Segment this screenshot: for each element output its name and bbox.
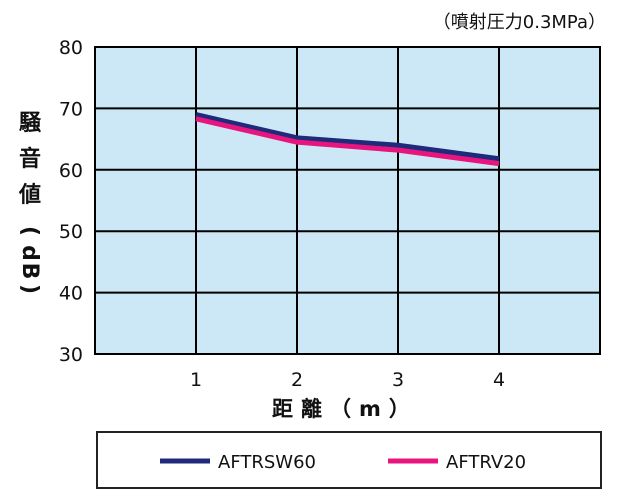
y-tick-label: 60 <box>59 160 83 182</box>
y-axis-label-char: 騒 <box>19 111 42 136</box>
x-tick-label: 4 <box>493 369 505 391</box>
plot-frame <box>94 46 601 355</box>
y-axis-label-char: 値 <box>18 183 41 208</box>
x-axis-ticks: 1 2 3 4 <box>190 369 505 391</box>
legend-label-aftrv20: AFTRV20 <box>446 452 526 473</box>
y-axis-label-char: ( <box>17 226 42 236</box>
series-lines <box>195 112 500 167</box>
y-tick-label: 80 <box>59 37 83 59</box>
legend-label-aftrsw60: AFTRSW60 <box>218 452 316 473</box>
x-tick-label: 3 <box>392 369 404 391</box>
x-tick-label: 2 <box>291 369 303 391</box>
x-tick-label: 1 <box>190 369 202 391</box>
y-tick-label: 70 <box>59 98 83 120</box>
y-axis-label-char: B <box>17 263 42 280</box>
plot-area <box>95 47 600 354</box>
x-axis-label: 距離（m） <box>272 397 418 421</box>
grid-lines <box>95 47 600 354</box>
y-tick-label: 40 <box>59 283 83 305</box>
pressure-annotation: （噴射圧力0.3MPa） <box>433 12 606 33</box>
y-axis-label-char: ) <box>17 284 42 294</box>
y-axis-label-char: 音 <box>19 146 41 172</box>
series-line-aftrv20 <box>195 116 500 167</box>
y-tick-label: 30 <box>59 344 83 366</box>
series-line-aftrsw60 <box>195 112 500 162</box>
y-axis-ticks: 30 40 50 60 70 80 <box>59 37 83 366</box>
legend-entries: AFTRSW60 AFTRV20 <box>160 452 526 473</box>
y-tick-label: 50 <box>59 221 83 243</box>
y-axis-label: 騒音値 ( dB) <box>17 111 42 294</box>
y-axis-label-char: d <box>17 245 42 261</box>
